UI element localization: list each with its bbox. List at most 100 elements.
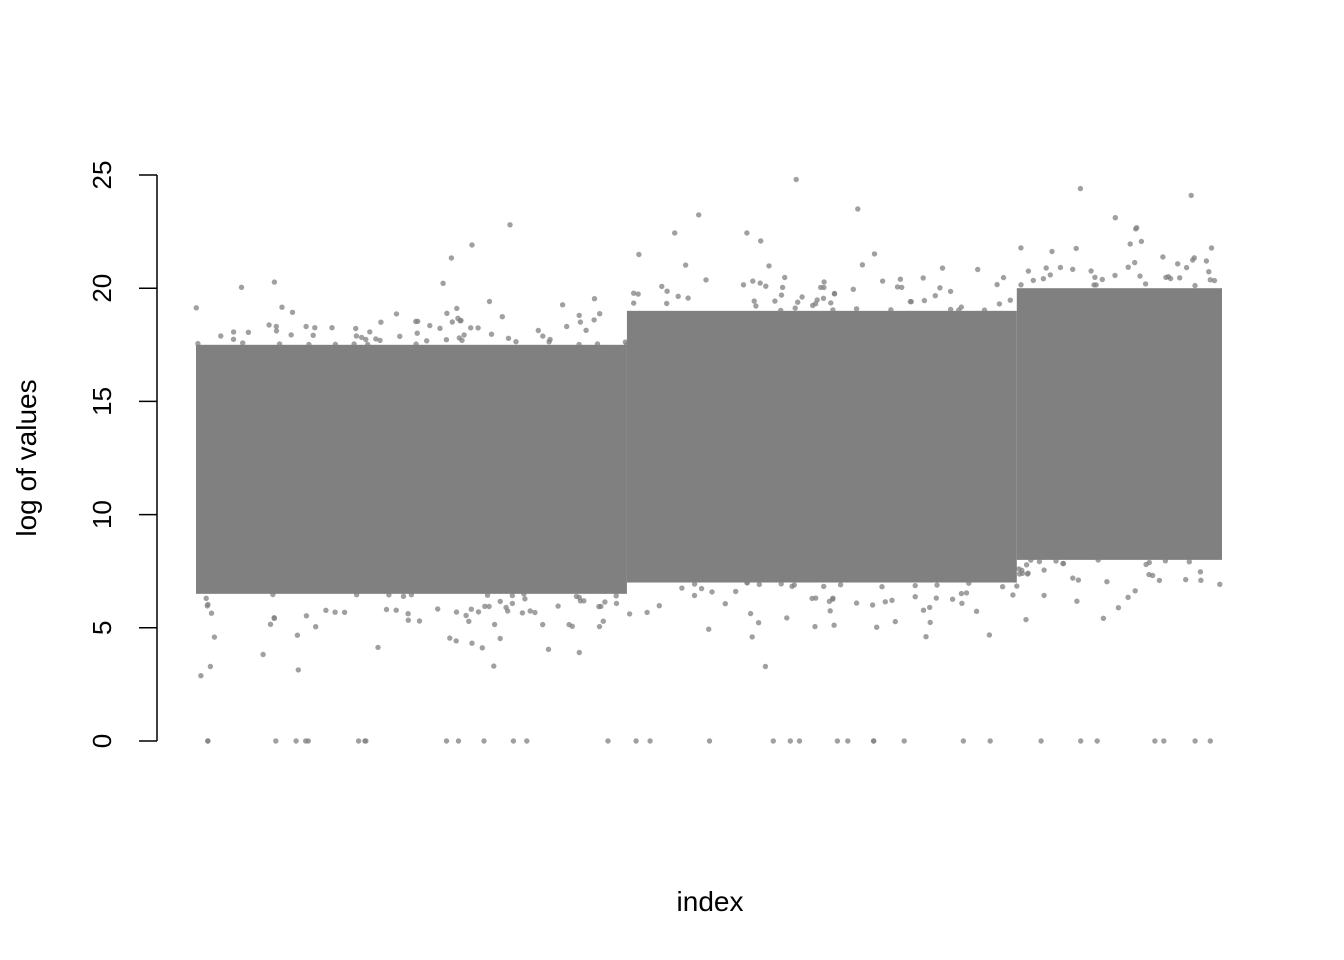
data-point [273, 328, 280, 334]
data-point [491, 621, 498, 628]
data-point [889, 597, 895, 603]
data-point [1007, 297, 1013, 303]
data-point [795, 299, 801, 305]
data-point [602, 599, 608, 605]
data-point [378, 319, 384, 325]
data-point [488, 331, 495, 337]
data-point [353, 333, 360, 339]
dense-band-2 [626, 310, 1017, 583]
data-point-zero [871, 738, 877, 744]
data-point [966, 580, 972, 586]
data-point [564, 323, 570, 330]
data-point-zero [305, 738, 311, 744]
data-point [696, 212, 702, 218]
data-point-outlier [1188, 192, 1194, 199]
data-point [792, 305, 798, 311]
data-point [461, 332, 467, 338]
data-point [1070, 266, 1076, 272]
data-point [240, 340, 246, 346]
data-point [828, 300, 834, 306]
data-point [1075, 577, 1082, 583]
data-point [613, 600, 620, 607]
data-point [1206, 269, 1212, 275]
data-point [682, 262, 689, 268]
data-point-outlier [793, 176, 799, 183]
data-point [1186, 559, 1193, 565]
data-point [577, 319, 584, 325]
data-point [413, 341, 419, 347]
data-point [1143, 561, 1149, 568]
data-point [519, 610, 526, 616]
data-point [664, 288, 670, 294]
data-point [367, 329, 373, 335]
data-point [830, 595, 836, 601]
data-point [685, 295, 691, 301]
data-point [1073, 245, 1079, 252]
data-point [959, 600, 965, 606]
data-point [208, 610, 215, 616]
data-point [1100, 615, 1107, 621]
data-point [535, 327, 541, 334]
data-point [353, 592, 360, 598]
data-point [892, 618, 898, 625]
data-point [869, 602, 876, 608]
data-point [484, 592, 491, 598]
data-point [1134, 225, 1140, 231]
data-point [466, 618, 472, 624]
data-point [934, 582, 940, 588]
data-point [744, 230, 750, 236]
data-point [973, 608, 980, 614]
data-point [672, 230, 678, 236]
data-point [273, 323, 279, 330]
data-point [435, 606, 441, 612]
data-point [306, 341, 312, 348]
data-point-zero [633, 738, 639, 744]
data-point [778, 292, 785, 298]
data-point [762, 663, 769, 670]
data-point [921, 297, 928, 304]
data-point [323, 607, 329, 613]
data-point [1132, 588, 1138, 594]
data-point [279, 304, 285, 310]
y-tick-label: 25 [87, 161, 117, 190]
data-point [424, 338, 430, 344]
data-point-zero [293, 738, 299, 744]
data-point [576, 594, 582, 601]
data-point [1132, 259, 1138, 266]
data-point [375, 644, 381, 651]
data-point [755, 620, 762, 626]
data-point [1208, 245, 1215, 251]
data-point [363, 336, 369, 343]
data-point [750, 278, 756, 284]
data-point [463, 612, 469, 619]
data-point [703, 277, 709, 283]
data-point [437, 325, 443, 331]
data-point [888, 307, 894, 313]
data-point [691, 581, 698, 587]
data-point [1041, 592, 1047, 599]
data-point [664, 300, 670, 307]
data-point [238, 284, 245, 290]
data-point [1127, 241, 1133, 247]
data-point [1149, 572, 1156, 579]
data-point [827, 608, 833, 614]
data-point-zero [901, 738, 907, 744]
data-point [193, 305, 199, 311]
data-point [820, 295, 827, 301]
data-point [698, 585, 705, 592]
data-point [458, 317, 464, 324]
data-point [1192, 282, 1198, 289]
data-point [963, 590, 970, 596]
y-axis-title: log of values [11, 379, 42, 536]
data-point [1112, 272, 1118, 279]
data-point [383, 606, 390, 613]
data-point [408, 592, 415, 598]
data-point [853, 600, 860, 606]
data-point-zero [1038, 738, 1044, 744]
data-point [706, 626, 712, 632]
data-point [598, 603, 604, 610]
data-point [377, 337, 383, 344]
data-point [522, 596, 528, 602]
data-point-zero [524, 738, 530, 744]
